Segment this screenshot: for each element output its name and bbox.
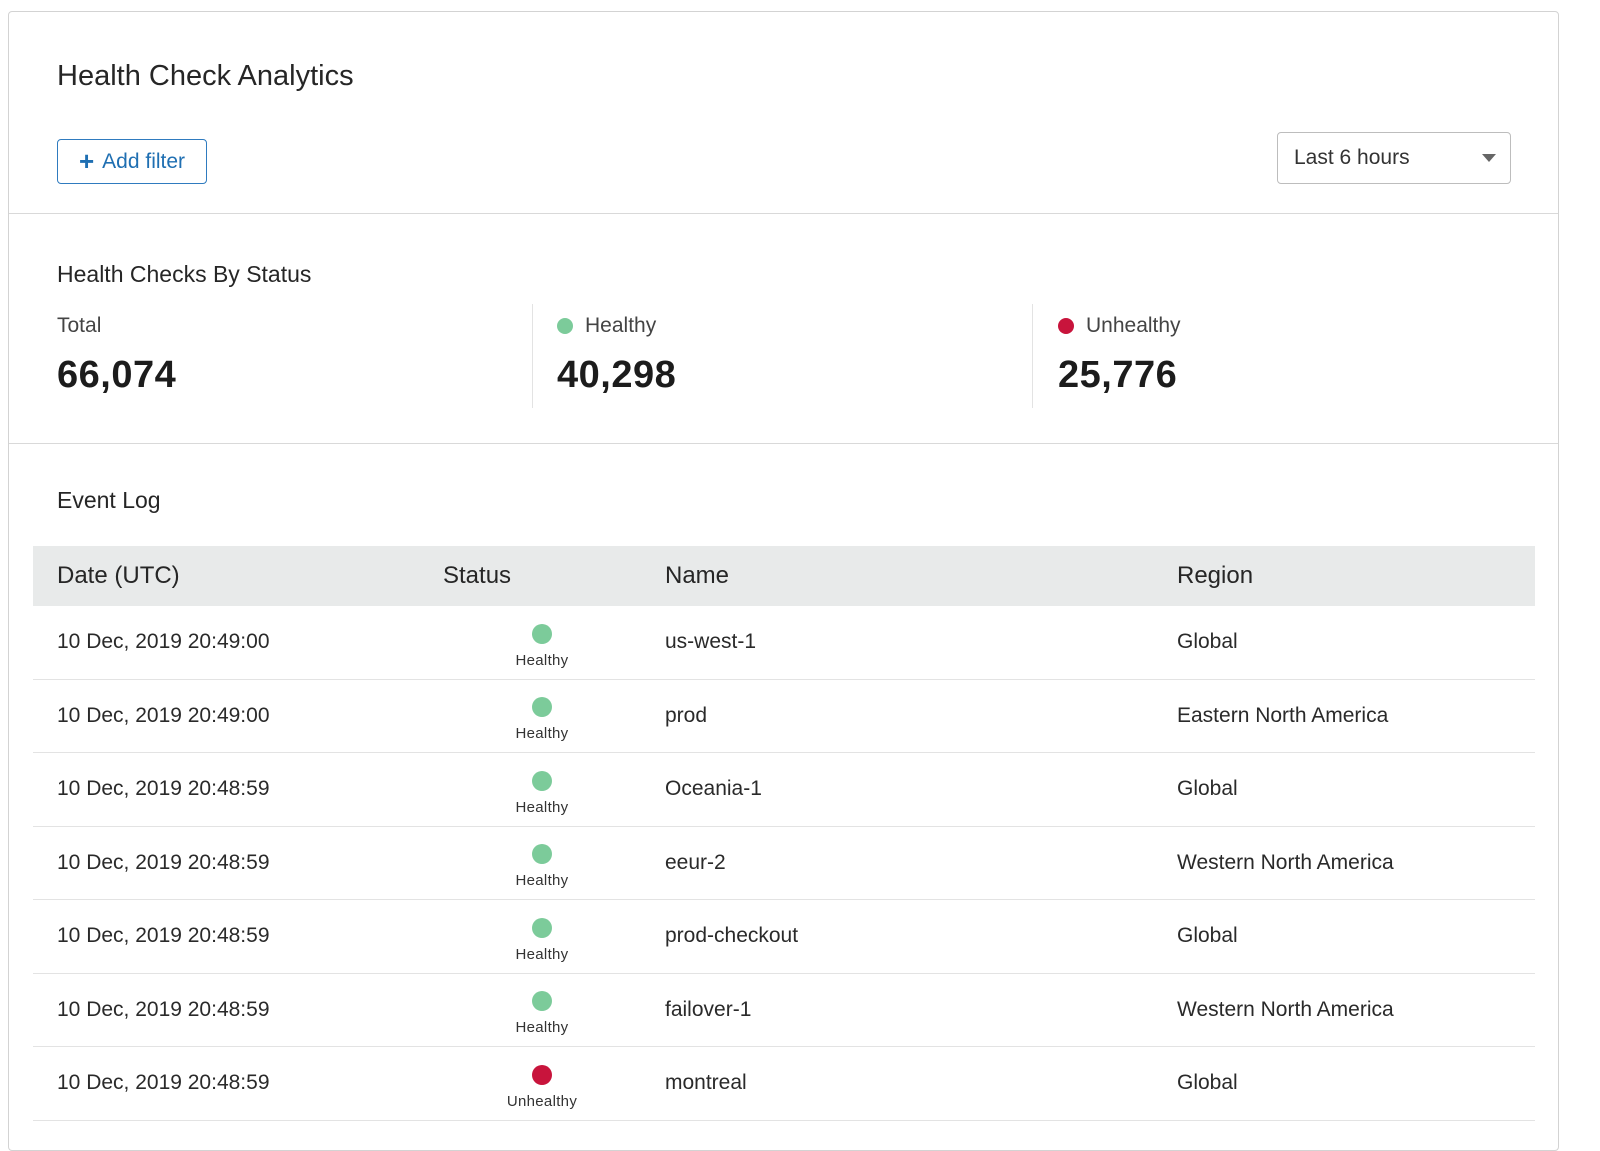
row-region: Global xyxy=(1177,630,1238,654)
row-status-label: Healthy xyxy=(515,725,569,743)
healthy-dot-icon xyxy=(532,623,552,644)
stat-divider xyxy=(532,304,533,408)
time-range-value: Last 6 hours xyxy=(1294,146,1410,169)
chevron-down-icon xyxy=(1482,154,1496,162)
status-section-title: Health Checks By Status xyxy=(57,261,312,287)
stat-divider xyxy=(1032,304,1033,408)
healthy-dot-icon xyxy=(557,318,573,334)
healthy-dot-icon xyxy=(532,991,552,1012)
row-region: Eastern North America xyxy=(1177,703,1389,727)
row-status-label: Healthy xyxy=(515,1019,569,1037)
unhealthy-label: Unhealthy xyxy=(1086,314,1181,337)
unhealthy-stat: Unhealthy 25,776 xyxy=(1058,304,1181,408)
total-stat: Total 66,074 xyxy=(57,304,176,408)
event-log-title: Event Log xyxy=(57,487,161,513)
unhealthy-value: 25,776 xyxy=(1058,354,1178,396)
healthy-dot-icon xyxy=(532,697,552,718)
row-region: Western North America xyxy=(1177,997,1394,1021)
row-region: Western North America xyxy=(1177,850,1394,874)
row-status-label: Unhealthy xyxy=(506,1092,578,1110)
table-header: Date (UTC) Status Name Region xyxy=(33,546,1535,606)
row-status: Healthy xyxy=(419,689,665,742)
table-row[interactable]: 10 Dec, 2019 20:48:59 Healthy eeur-2 Wester… xyxy=(33,827,1535,900)
row-status: Healthy xyxy=(419,763,665,816)
status-summary-section: Health Checks By Status Total 66,074 Hea… xyxy=(9,214,1558,444)
row-name: prod xyxy=(665,703,708,727)
row-date: 10 Dec, 2019 20:48:59 xyxy=(57,997,270,1021)
row-status-label: Healthy xyxy=(515,872,569,890)
column-header-date[interactable]: Date (UTC) xyxy=(57,562,180,589)
time-range-select[interactable]: Last 6 hours xyxy=(1277,132,1511,184)
row-date: 10 Dec, 2019 20:48:59 xyxy=(57,850,270,874)
unhealthy-dot-icon xyxy=(532,1064,552,1085)
healthy-value: 40,298 xyxy=(557,354,677,396)
column-header-name[interactable]: Name xyxy=(665,562,730,589)
row-status: Healthy xyxy=(419,910,665,963)
total-label: Total xyxy=(57,314,102,337)
row-status-label: Healthy xyxy=(515,945,569,963)
row-name: us-west-1 xyxy=(665,630,757,654)
row-status: Healthy xyxy=(419,983,665,1036)
healthy-dot-icon xyxy=(532,917,552,938)
total-value: 66,074 xyxy=(57,354,177,396)
healthy-stat: Healthy 40,298 xyxy=(557,304,676,408)
analytics-header: Health Check Analytics + Add filter Last… xyxy=(9,12,1558,214)
column-header-status[interactable]: Status xyxy=(443,562,512,589)
table-row[interactable]: 10 Dec, 2019 20:48:59 Healthy failover-1 We… xyxy=(33,974,1535,1047)
table-row[interactable]: 10 Dec, 2019 20:48:59 Healthy prod-checkou… xyxy=(33,900,1535,974)
add-filter-button[interactable]: + Add filter xyxy=(57,139,207,184)
unhealthy-dot-icon xyxy=(1058,318,1074,334)
row-region: Global xyxy=(1177,924,1238,948)
row-date: 10 Dec, 2019 20:49:00 xyxy=(57,630,270,654)
healthy-dot-icon xyxy=(532,770,552,791)
row-date: 10 Dec, 2019 20:48:59 xyxy=(57,1071,270,1095)
plus-icon: + xyxy=(78,145,95,176)
row-name: eeur-2 xyxy=(665,850,726,874)
row-status-label: Healthy xyxy=(515,798,569,816)
healthy-dot-icon xyxy=(532,844,552,865)
table-row[interactable]: 10 Dec, 2019 20:48:59 Unhealthy montreal Gl… xyxy=(33,1047,1535,1121)
row-name: Oceania-1 xyxy=(665,777,762,801)
event-log-table: Date (UTC) Status Name Region 10 Dec, 20… xyxy=(33,546,1535,1121)
row-status: Healthy xyxy=(419,836,665,889)
row-name: prod-checkout xyxy=(665,924,799,948)
table-row[interactable]: 10 Dec, 2019 20:49:00 Healthy us-west-1 Glo… xyxy=(33,606,1535,680)
health-check-card: Health Check Analytics + Add filter Last… xyxy=(8,11,1559,1151)
row-date: 10 Dec, 2019 20:48:59 xyxy=(57,924,270,948)
healthy-label: Healthy xyxy=(585,314,657,337)
table-row[interactable]: 10 Dec, 2019 20:48:59 Healthy Oceania-1 Glo… xyxy=(33,753,1535,827)
table-body: 10 Dec, 2019 20:49:00 Healthy us-west-1 Glo… xyxy=(33,606,1535,1121)
row-date: 10 Dec, 2019 20:48:59 xyxy=(57,777,270,801)
row-name: failover-1 xyxy=(665,997,752,1021)
row-date: 10 Dec, 2019 20:49:00 xyxy=(57,703,270,727)
row-region: Global xyxy=(1177,1071,1238,1095)
row-region: Global xyxy=(1177,777,1238,801)
row-status: Unhealthy xyxy=(419,1057,665,1110)
row-status-label: Healthy xyxy=(515,651,569,669)
row-name: montreal xyxy=(665,1071,747,1095)
column-header-region[interactable]: Region xyxy=(1177,562,1254,589)
add-filter-label: Add filter xyxy=(102,149,186,173)
page-title: Health Check Analytics xyxy=(57,60,354,92)
row-status: Healthy xyxy=(419,616,665,669)
table-row[interactable]: 10 Dec, 2019 20:49:00 Healthy prod Eastern … xyxy=(33,680,1535,753)
